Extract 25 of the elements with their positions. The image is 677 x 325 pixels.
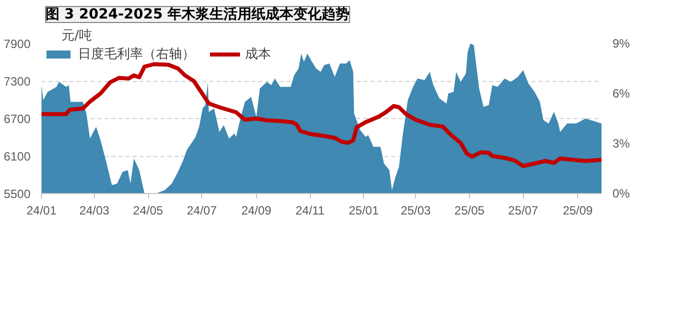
y-tick-label: 7900	[4, 37, 31, 51]
x-tick-label: 25/05	[454, 204, 485, 218]
legend-label: 成本	[245, 46, 271, 63]
x-tick-label: 24/07	[186, 204, 218, 218]
y2-tick-label: 0%	[612, 186, 630, 200]
y-tick-label: 7300	[4, 74, 31, 88]
x-tick-label: 25/07	[508, 204, 538, 218]
y2-tick-label: 9%	[612, 36, 630, 50]
x-tick-label: 24/03	[79, 204, 110, 218]
x-tick-label: 25/01	[348, 204, 380, 218]
x-tick-label: 24/11	[295, 204, 325, 218]
y2-tick-label: 6%	[612, 86, 630, 100]
x-tick-label: 25/03	[400, 204, 432, 218]
x-tick-label: 25/09	[562, 204, 594, 218]
y-tick-label: 6700	[4, 112, 31, 126]
x-tick-label: 24/01	[26, 204, 57, 218]
x-tick-label: 24/05	[133, 204, 164, 218]
legend-label: 日度毛利率（右轴）	[78, 46, 195, 63]
y-axis-title: 元/吨	[62, 28, 92, 44]
y2-tick-label: 3%	[612, 136, 630, 150]
y-tick-label: 6100	[4, 150, 31, 164]
y-tick-label: 5500	[4, 187, 31, 201]
chart-title: 图 3 2024-2025 年木浆生活用纸成本变化趋势	[46, 6, 350, 22]
x-tick-label: 24/09	[241, 204, 272, 218]
line-series	[42, 62, 602, 168]
